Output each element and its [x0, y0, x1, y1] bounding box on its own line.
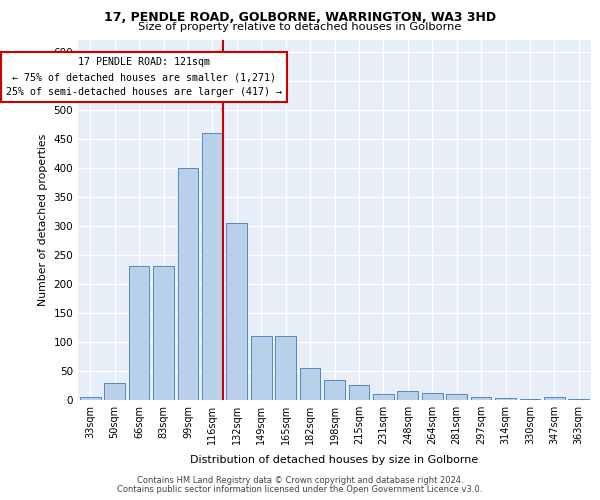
Bar — [128, 266, 149, 400]
Text: 17 PENDLE ROAD: 121sqm
← 75% of detached houses are smaller (1,271)
25% of semi-: 17 PENDLE ROAD: 121sqm ← 75% of detached… — [6, 58, 282, 97]
Bar — [422, 393, 443, 400]
Text: Contains public sector information licensed under the Open Government Licence v3: Contains public sector information licen… — [118, 484, 482, 494]
Text: Size of property relative to detached houses in Golborne: Size of property relative to detached ho… — [139, 22, 461, 32]
Bar — [251, 336, 272, 400]
X-axis label: Distribution of detached houses by size in Golborne: Distribution of detached houses by size … — [190, 456, 479, 466]
Bar — [397, 392, 418, 400]
Y-axis label: Number of detached properties: Number of detached properties — [38, 134, 48, 306]
Bar — [373, 394, 394, 400]
Bar — [153, 266, 174, 400]
Bar — [80, 397, 101, 400]
Bar — [226, 223, 247, 400]
Bar — [202, 133, 223, 400]
Bar — [495, 398, 516, 400]
Bar — [470, 397, 491, 400]
Bar — [446, 394, 467, 400]
Bar — [275, 336, 296, 400]
Text: 17, PENDLE ROAD, GOLBORNE, WARRINGTON, WA3 3HD: 17, PENDLE ROAD, GOLBORNE, WARRINGTON, W… — [104, 11, 496, 24]
Bar — [178, 168, 199, 400]
Text: Contains HM Land Registry data © Crown copyright and database right 2024.: Contains HM Land Registry data © Crown c… — [137, 476, 463, 485]
Bar — [104, 382, 125, 400]
Bar — [349, 386, 370, 400]
Bar — [544, 397, 565, 400]
Bar — [299, 368, 320, 400]
Bar — [324, 380, 345, 400]
